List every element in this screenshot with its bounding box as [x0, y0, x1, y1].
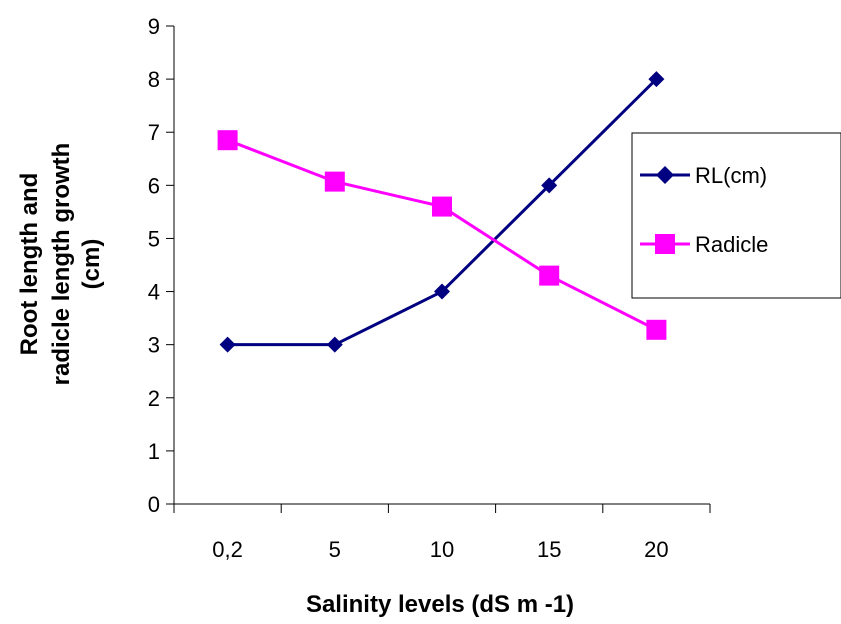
y-tick-label: 7 — [148, 120, 160, 145]
x-axis-title: Salinity levels (dS m -1) — [306, 591, 574, 618]
x-tick-label: 15 — [537, 537, 561, 562]
legend-label-rl: RL(cm) — [695, 163, 767, 188]
x-tick-label: 10 — [430, 537, 454, 562]
series-rl — [219, 71, 665, 353]
series-line-radicle — [227, 138, 658, 332]
x-tick-label: 5 — [329, 537, 341, 562]
data-point-rl — [326, 336, 343, 353]
y-axis-title-line-1: Root length and — [16, 173, 43, 356]
legend-box — [631, 132, 841, 299]
x-ticks: 0,2 5 10 15 20 — [173, 504, 711, 562]
axes — [173, 26, 710, 505]
y-axis-title-line-2: radicle length growth — [48, 143, 75, 386]
series-layer — [217, 71, 667, 353]
legend-item-rl: RL(cm) — [640, 163, 767, 188]
y-axis-title-line-3: (cm) — [78, 239, 105, 290]
y-tick-label: 8 — [148, 67, 160, 92]
data-point-radicle — [646, 319, 667, 340]
y-ticks: 0 1 2 3 4 5 6 7 8 9 — [148, 14, 174, 517]
y-tick-label: 4 — [148, 280, 160, 305]
y-axis-title: Root length and radicle length growth (c… — [16, 143, 105, 386]
y-tick-label: 0 — [148, 492, 160, 517]
data-point-radicle — [539, 265, 560, 286]
data-point-rl — [219, 336, 236, 353]
legend-item-radicle: Radicle — [640, 232, 768, 257]
series-radicle — [217, 130, 667, 340]
y-tick-label: 9 — [148, 14, 160, 39]
data-point-radicle — [324, 171, 345, 192]
data-point-radicle — [217, 130, 238, 151]
y-tick-label: 2 — [148, 386, 160, 411]
data-point-rl — [648, 71, 665, 88]
legend-marker-rl — [656, 166, 674, 184]
data-point-rl — [541, 177, 558, 194]
y-tick-label: 3 — [148, 333, 160, 358]
x-tick-label: 20 — [644, 537, 668, 562]
y-tick-label: 1 — [148, 439, 160, 464]
y-tick-label: 5 — [148, 226, 160, 251]
legend-marker-radicle — [655, 234, 675, 254]
legend-label-radicle: Radicle — [695, 232, 768, 257]
legend: RL(cm) Radicle — [631, 132, 841, 299]
x-tick-label: 0,2 — [212, 537, 243, 562]
y-tick-label: 6 — [148, 173, 160, 198]
data-point-rl — [434, 283, 450, 300]
data-point-radicle — [432, 196, 452, 217]
